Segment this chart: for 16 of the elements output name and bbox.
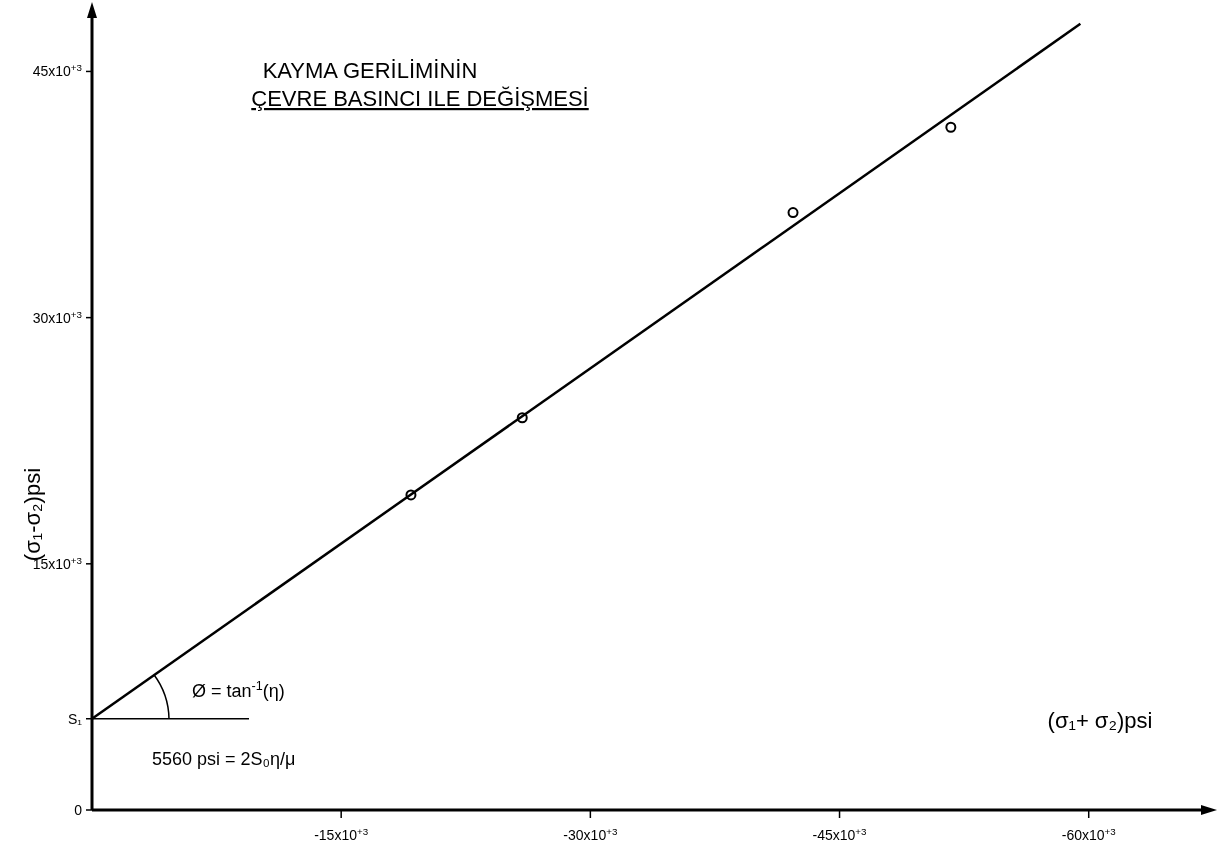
- x-tick-label: -60x10$^{+3}$: [1061, 825, 1117, 843]
- point: [945, 121, 957, 133]
- point: [405, 489, 417, 501]
- x-tick-label: -15x10$^{+3}$: [314, 825, 369, 843]
- x-tick-label: -45x10$^{+3}$: [812, 825, 868, 843]
- y-tick-label: 0: [74, 802, 83, 818]
- annotation: 5560 psi = 2S₀η/μ: [152, 748, 296, 769]
- text: KAYMA GERİLİMİNİN ÇEVRE BASINCI ILE DEĞİŞMESİ: [251, 58, 589, 111]
- x-axis-title: (σ₁+ σ₂)psi: [1047, 707, 1153, 733]
- point: [516, 412, 528, 424]
- y-tick-label: 45x10$^{+3}$: [32, 61, 83, 80]
- annotation: Ø = tan$^{-1}$(η): [192, 678, 285, 701]
- x-tick-label: -30x10$^{+3}$: [563, 825, 618, 843]
- y-tick-label: 30x10$^{+3}$: [32, 308, 83, 326]
- y-tick-label: S₁: [67, 710, 83, 727]
- point: [787, 207, 799, 219]
